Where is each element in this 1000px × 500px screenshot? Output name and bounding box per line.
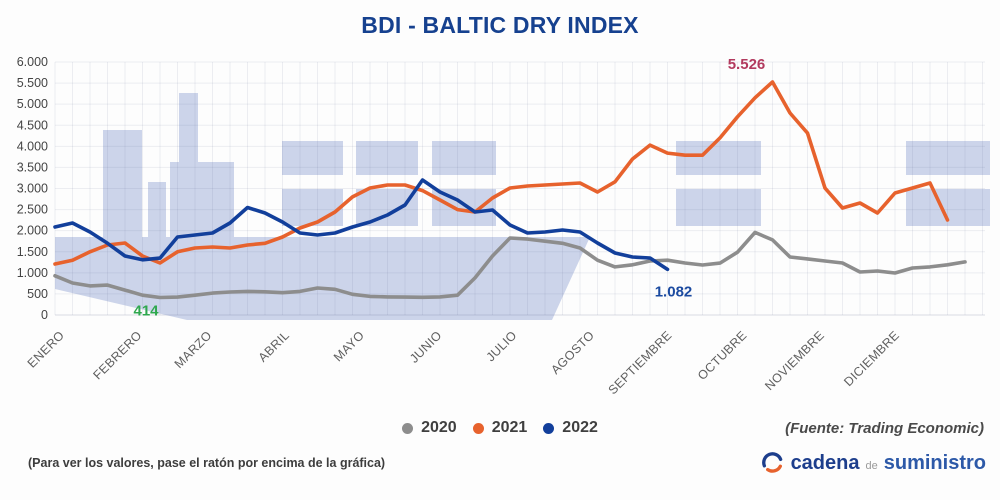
legend-dot-2022 <box>543 422 555 434</box>
watermark-container-block <box>906 141 990 175</box>
y-tick-label: 4.500 <box>17 118 48 132</box>
annotation-2020-min: 414 <box>133 303 159 320</box>
x-tick-label-octubre: OCTUBRE <box>695 328 750 383</box>
logo-word-de: de <box>865 460 878 472</box>
legend-item-2020[interactable]: 2020 <box>402 419 457 437</box>
annotation-2022-last: 1.082 <box>655 283 693 300</box>
annotations: 5.526 414 1.082 <box>133 56 765 320</box>
series-line-2020[interactable] <box>53 230 967 300</box>
watermark-container-block <box>148 182 166 237</box>
watermark-ship-hull <box>55 237 590 320</box>
watermark-container-ship <box>55 93 990 320</box>
watermark-container-block <box>282 189 343 226</box>
logo-word-suministro: suministro <box>883 452 986 474</box>
legend-dot-2021 <box>472 422 484 434</box>
page-title: BDI - BALTIC DRY INDEX <box>361 12 639 38</box>
y-tick-label: 2.000 <box>17 224 48 238</box>
y-axis-labels: 0 500 1.000 1.500 2.000 2.500 3.000 3.500 4.000 4… <box>17 55 48 322</box>
x-tick-label-septiembre: SEPTIEMBRE <box>606 328 675 397</box>
source-note: (Fuente: Trading Economic) <box>785 420 984 437</box>
legend-item-2022[interactable]: 2022 <box>543 419 598 437</box>
chart-legend: 2020 2021 2022 <box>0 414 1000 442</box>
y-tick-label: 5.500 <box>17 76 48 90</box>
y-tick-label: 5.000 <box>17 97 48 111</box>
legend-label-2022: 2022 <box>562 419 598 436</box>
x-tick-label-diciembre: DICIEMBRE <box>841 328 902 389</box>
y-tick-label: 6.000 <box>17 55 48 69</box>
x-tick-label-agosto: AGOSTO <box>548 328 597 377</box>
x-tick-label-enero: ENERO <box>25 328 67 370</box>
x-tick-label-junio: JUNIO <box>407 328 444 365</box>
y-tick-label: 500 <box>27 287 48 301</box>
legend-label-2021: 2021 <box>491 419 528 436</box>
watermark-container-block <box>170 162 234 237</box>
annotation-2021-max: 5.526 <box>728 56 766 73</box>
watermark-container-block <box>103 130 142 237</box>
watermark-container-block <box>282 141 343 175</box>
legend-label-2020: 2020 <box>421 419 457 436</box>
watermark-container-block <box>356 141 418 175</box>
y-tick-label: 1.500 <box>17 245 48 259</box>
series-line-2022[interactable] <box>53 178 670 272</box>
logo-circular-arrows-icon <box>761 452 782 473</box>
legend-item-2021[interactable]: 2021 <box>472 419 528 437</box>
watermark-container-block <box>432 141 496 175</box>
hover-hint: (Para ver los valores, pase el ratón por… <box>28 456 386 470</box>
x-tick-label-mayo: MAYO <box>331 328 367 364</box>
x-axis-labels: ENERO FEBRERO MARZO ABRIL MAYO JUNIO JULIO AGOS… <box>25 328 902 397</box>
y-tick-label: 4.000 <box>17 139 48 153</box>
x-tick-label-noviembre: NOVIEMBRE <box>762 328 827 393</box>
series-line-2021[interactable] <box>53 80 950 266</box>
bdi-line-chart[interactable]: 0 500 1.000 1.500 2.000 2.500 3.000 3.500 4.000 4… <box>0 0 1000 410</box>
y-tick-label: 3.500 <box>17 160 48 174</box>
watermark-container-block <box>179 93 198 163</box>
watermark-container-block <box>676 141 761 175</box>
logo-word-cadena: cadena <box>790 452 860 474</box>
series-lines <box>53 80 967 300</box>
x-tick-label-abril: ABRIL <box>256 328 293 365</box>
y-tick-label: 1.000 <box>17 266 48 280</box>
watermark-container-block <box>676 189 761 226</box>
x-tick-label-febrero: FEBRERO <box>91 328 145 382</box>
y-tick-label: 2.500 <box>17 203 48 217</box>
y-tick-label: 0 <box>41 308 48 322</box>
cadena-de-suministro-logo[interactable]: cadena de suministro <box>760 450 986 475</box>
x-tick-label-marzo: MARZO <box>172 328 215 371</box>
y-tick-label: 3.000 <box>17 182 48 196</box>
x-tick-label-julio: JULIO <box>484 328 520 364</box>
watermark-container-block <box>356 189 418 226</box>
legend-dot-2020 <box>402 422 414 434</box>
